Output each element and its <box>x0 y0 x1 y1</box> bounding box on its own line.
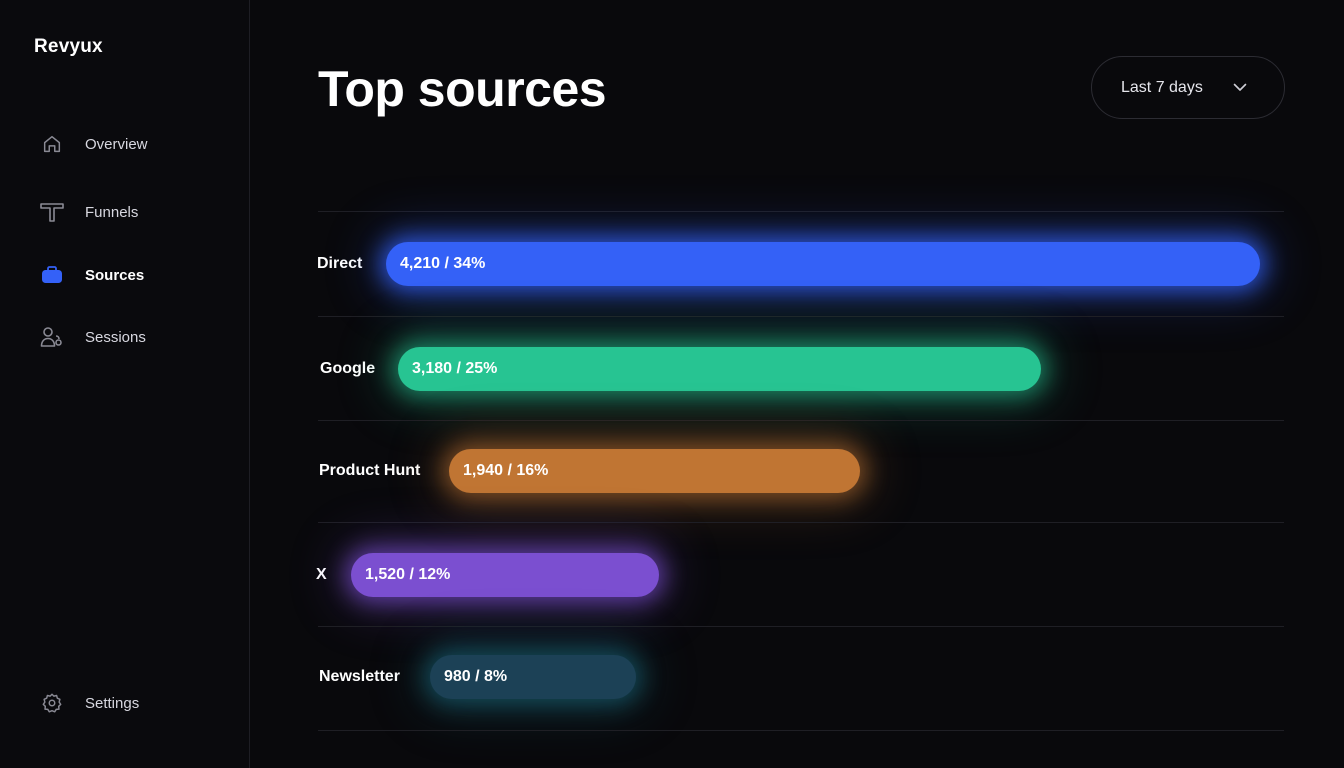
users-icon <box>40 325 64 349</box>
source-row-x[interactable]: X 1,520 / 12% <box>316 523 1284 627</box>
row-divider <box>318 730 1284 731</box>
source-label: Google <box>320 360 376 377</box>
sidebar-item-label: Settings <box>85 694 140 712</box>
source-bar: 3,180 / 25% <box>398 347 1041 391</box>
sidebar-item-label: Overview <box>85 135 148 153</box>
source-bar: 4,210 / 34% <box>386 242 1260 286</box>
source-bar: 1,520 / 12% <box>351 553 659 597</box>
sidebar-item-label: Sessions <box>85 328 146 346</box>
source-row-newsletter[interactable]: Newsletter 980 / 8% <box>318 625 1284 729</box>
sidebar-item-settings[interactable]: Settings <box>40 690 139 716</box>
sidebar-item-label: Sources <box>85 266 145 284</box>
brand-logo[interactable]: Revyux <box>34 36 103 57</box>
source-row-google[interactable]: Google 3,180 / 25% <box>318 317 1284 421</box>
source-row-direct[interactable]: Direct 4,210 / 34% <box>317 212 1284 316</box>
home-icon <box>40 132 64 156</box>
source-label: Product Hunt <box>319 462 421 479</box>
date-range-value: Last 7 days <box>1121 78 1203 96</box>
source-label: Newsletter <box>319 668 400 685</box>
row-divider <box>318 626 1284 627</box>
briefcase-icon <box>40 263 64 287</box>
source-label: X <box>316 566 327 583</box>
page-title: Top sources <box>318 61 607 117</box>
row-divider <box>318 211 1284 212</box>
sidebar: Revyux Overview Funnels <box>0 0 250 768</box>
sidebar-item-label: Funnels <box>85 203 139 221</box>
source-bar: 980 / 8% <box>430 655 636 699</box>
source-label: Direct <box>317 255 363 272</box>
row-divider <box>318 420 1284 421</box>
source-row-product-hunt[interactable]: Product Hunt 1,940 / 16% <box>318 419 1284 523</box>
source-bar: 1,940 / 16% <box>449 449 860 493</box>
date-range-select[interactable]: Last 7 days <box>1091 56 1285 119</box>
sidebar-item-funnels[interactable]: Funnels <box>40 199 138 225</box>
gear-icon <box>40 691 64 715</box>
row-divider <box>318 522 1284 523</box>
funnel-icon <box>40 200 64 224</box>
sidebar-item-sources[interactable]: Sources <box>40 262 144 288</box>
sidebar-item-overview[interactable]: Overview <box>40 131 148 157</box>
row-divider <box>318 316 1284 317</box>
chevron-down-icon <box>1232 79 1248 100</box>
sidebar-item-sessions[interactable]: Sessions <box>40 324 146 350</box>
